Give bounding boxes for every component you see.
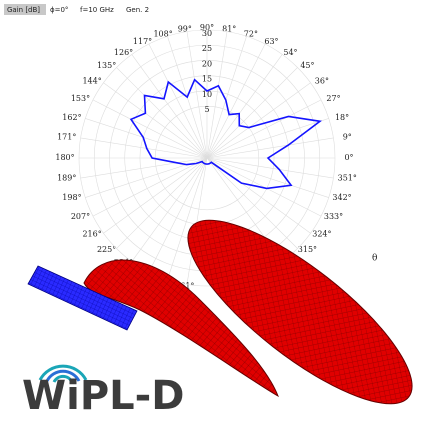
blue-plate [27,265,138,331]
theta-tick-label: 144° [82,77,101,86]
spoke [186,31,208,159]
theta-tick-label: 225° [97,245,116,254]
quantity-box [4,4,46,15]
spoke [148,157,208,273]
theta-tick-label: 198° [62,193,81,202]
theta-tick-label: 351° [338,173,357,182]
spoke [131,157,208,262]
theta-tick-label: 126° [114,48,133,57]
theta-tick-label: 63° [264,37,278,46]
spoke [148,43,208,159]
quantity: Gain [dB] [7,6,40,14]
theta-tick-label: 189° [57,173,76,182]
gain-curve [129,78,323,190]
spoke [206,118,329,159]
theta-tick-label: 324° [312,229,331,238]
logo: WiPL-D [22,373,184,419]
spoke [103,82,208,159]
theta-tick-label: 0° [344,153,353,162]
theta-tick-label: 135° [97,61,116,70]
theta-tick-label: 315° [298,245,317,254]
theta-tick-label: 9° [343,133,352,142]
theta-tick-label: 207° [71,212,90,221]
theta-tick-label: 18° [335,113,349,122]
theta-tick-label: 36° [315,77,329,86]
spoke [116,157,208,249]
spoke [206,43,266,159]
frequency: f=10 GHz [80,6,114,14]
red-reflector [187,219,413,405]
theta-tick-label: 117° [133,37,152,46]
theta-tick-label: 216° [82,229,101,238]
theta-tick-label: 99° [178,25,192,34]
spoke [206,67,298,159]
spoke [186,157,208,285]
spoke [80,137,208,159]
angle-axis-label: θ [372,254,377,264]
r-tick-label: 10 [202,90,212,99]
r-tick-label: 15 [202,75,212,84]
spoke [92,99,208,159]
r-tick-label: 20 [202,59,212,68]
spoke [206,99,322,159]
spoke [206,31,228,159]
spoke [206,157,329,198]
theta-tick-label: 54° [283,48,297,57]
spoke [206,54,283,159]
spoke [80,157,208,179]
spoke [92,157,208,217]
spoke [167,157,208,280]
theta-tick-label: 171° [57,133,76,142]
red-blade [83,259,279,398]
spoke [206,137,334,159]
spoke [206,82,311,159]
spoke [85,118,208,159]
generation: Gen. 2 [126,6,149,14]
spoke [206,36,247,159]
geometry [27,219,413,405]
r-tick-label: 25 [202,44,212,53]
theta-tick-label: 153° [71,94,90,103]
theta-tick-label: 162° [62,113,81,122]
theta-tick-label: 27° [326,94,340,103]
ring [78,29,336,287]
spoke [116,67,208,159]
theta-tick-label: 342° [332,193,351,202]
theta-tick-label: 90° [200,23,214,32]
r-tick-label: 5 [204,105,209,114]
theta-tick-label: 333° [324,212,343,221]
spoke [131,54,208,159]
theta-tick-label: 81° [222,25,236,34]
r-tick-label: 30 [202,29,212,38]
phi: ϕ=0° [50,6,68,14]
spoke [206,157,334,179]
logo-arcs [38,364,88,383]
spoke [206,157,298,249]
theta-tick-label: 180° [55,153,74,162]
theta-tick-label: 72° [244,29,258,38]
theta-tick-label: 108° [153,29,172,38]
spoke [103,157,208,234]
theta-tick-label: 45° [300,61,314,70]
